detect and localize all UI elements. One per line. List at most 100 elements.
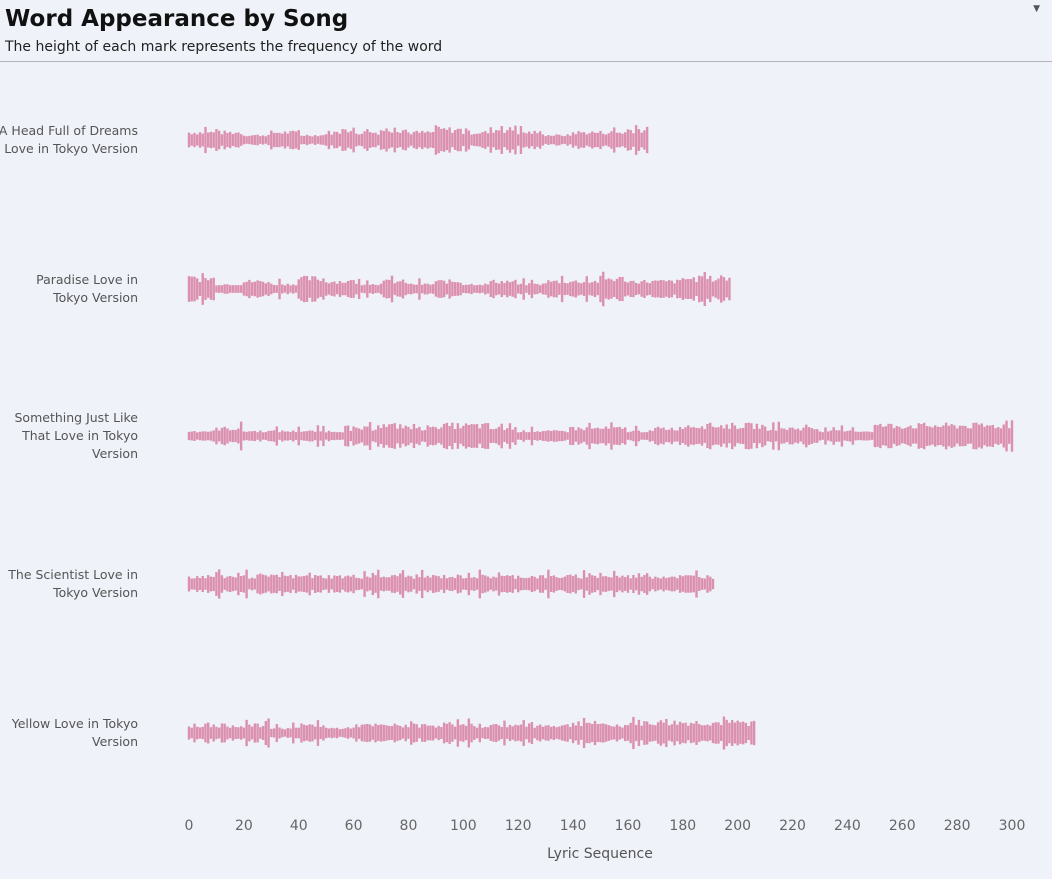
- word-mark[interactable]: [651, 280, 654, 298]
- word-mark[interactable]: [684, 722, 687, 744]
- word-mark[interactable]: [303, 135, 306, 145]
- word-mark[interactable]: [898, 426, 901, 446]
- word-mark[interactable]: [256, 574, 259, 594]
- word-mark[interactable]: [506, 727, 509, 739]
- word-mark[interactable]: [591, 428, 594, 444]
- word-mark[interactable]: [533, 431, 536, 441]
- word-mark[interactable]: [338, 729, 342, 737]
- word-mark[interactable]: [758, 428, 761, 444]
- word-mark[interactable]: [637, 430, 641, 442]
- word-mark[interactable]: [272, 728, 276, 738]
- word-mark[interactable]: [626, 575, 630, 593]
- word-mark[interactable]: [503, 132, 506, 148]
- word-mark[interactable]: [385, 426, 388, 446]
- word-mark[interactable]: [887, 423, 890, 449]
- word-mark[interactable]: [508, 724, 512, 742]
- word-mark[interactable]: [261, 281, 265, 297]
- word-mark[interactable]: [665, 578, 668, 590]
- word-mark[interactable]: [621, 575, 624, 593]
- word-mark[interactable]: [431, 725, 435, 741]
- word-mark[interactable]: [453, 130, 457, 150]
- word-mark[interactable]: [802, 427, 805, 445]
- word-mark[interactable]: [662, 722, 665, 744]
- word-mark[interactable]: [588, 422, 591, 450]
- word-mark[interactable]: [549, 726, 553, 740]
- word-mark[interactable]: [552, 135, 556, 145]
- word-mark[interactable]: [651, 431, 654, 441]
- word-mark[interactable]: [752, 720, 756, 746]
- word-mark[interactable]: [448, 577, 451, 591]
- word-mark[interactable]: [215, 572, 218, 596]
- word-mark[interactable]: [451, 724, 454, 742]
- word-mark[interactable]: [835, 430, 838, 442]
- word-mark[interactable]: [585, 577, 588, 591]
- word-mark[interactable]: [555, 577, 558, 591]
- word-mark[interactable]: [300, 277, 303, 301]
- word-mark[interactable]: [741, 427, 745, 445]
- word-mark[interactable]: [223, 723, 226, 743]
- word-mark[interactable]: [673, 576, 676, 592]
- word-mark[interactable]: [231, 576, 235, 592]
- word-mark[interactable]: [344, 282, 347, 296]
- word-mark[interactable]: [676, 724, 679, 742]
- word-mark[interactable]: [489, 127, 492, 153]
- word-mark[interactable]: [634, 724, 638, 742]
- word-mark[interactable]: [486, 727, 490, 739]
- word-mark[interactable]: [366, 426, 369, 446]
- word-mark[interactable]: [522, 132, 525, 148]
- word-mark[interactable]: [563, 576, 567, 592]
- word-mark[interactable]: [207, 575, 210, 593]
- word-mark[interactable]: [599, 723, 602, 743]
- word-mark[interactable]: [805, 424, 808, 448]
- word-mark[interactable]: [541, 283, 545, 295]
- word-mark[interactable]: [511, 130, 514, 150]
- word-mark[interactable]: [341, 578, 344, 590]
- word-mark[interactable]: [305, 725, 309, 741]
- word-mark[interactable]: [560, 725, 564, 741]
- word-mark[interactable]: [503, 282, 506, 296]
- word-mark[interactable]: [925, 426, 929, 446]
- word-mark[interactable]: [388, 424, 391, 448]
- word-mark[interactable]: [440, 427, 443, 445]
- word-mark[interactable]: [322, 278, 325, 300]
- word-mark[interactable]: [837, 430, 841, 442]
- word-mark[interactable]: [643, 721, 646, 745]
- word-mark[interactable]: [190, 276, 193, 302]
- word-mark[interactable]: [728, 428, 731, 444]
- word-mark[interactable]: [566, 283, 569, 295]
- word-mark[interactable]: [486, 133, 490, 147]
- word-mark[interactable]: [360, 724, 364, 742]
- word-mark[interactable]: [374, 132, 377, 148]
- word-mark[interactable]: [580, 578, 583, 590]
- word-mark[interactable]: [204, 431, 207, 441]
- word-mark[interactable]: [623, 724, 627, 742]
- word-mark[interactable]: [294, 574, 298, 594]
- word-mark[interactable]: [536, 283, 539, 295]
- word-mark[interactable]: [275, 426, 278, 446]
- word-mark[interactable]: [363, 571, 366, 597]
- word-mark[interactable]: [410, 429, 413, 443]
- word-mark[interactable]: [547, 280, 550, 298]
- word-mark[interactable]: [602, 576, 605, 592]
- word-mark[interactable]: [338, 432, 342, 440]
- word-mark[interactable]: [319, 431, 322, 441]
- word-mark[interactable]: [772, 422, 775, 450]
- word-mark[interactable]: [961, 425, 964, 447]
- word-mark[interactable]: [481, 574, 484, 594]
- word-mark[interactable]: [527, 432, 531, 440]
- word-mark[interactable]: [281, 133, 284, 147]
- word-mark[interactable]: [204, 723, 207, 743]
- word-mark[interactable]: [517, 725, 520, 741]
- word-mark[interactable]: [654, 427, 657, 445]
- word-mark[interactable]: [698, 428, 701, 444]
- word-mark[interactable]: [418, 132, 421, 148]
- word-mark[interactable]: [530, 133, 534, 147]
- word-mark[interactable]: [695, 570, 698, 598]
- word-mark[interactable]: [604, 576, 608, 592]
- word-mark[interactable]: [316, 575, 320, 593]
- word-mark[interactable]: [527, 131, 531, 149]
- word-mark[interactable]: [305, 575, 309, 593]
- word-mark[interactable]: [774, 430, 778, 442]
- word-mark[interactable]: [818, 431, 822, 441]
- word-mark[interactable]: [379, 283, 383, 295]
